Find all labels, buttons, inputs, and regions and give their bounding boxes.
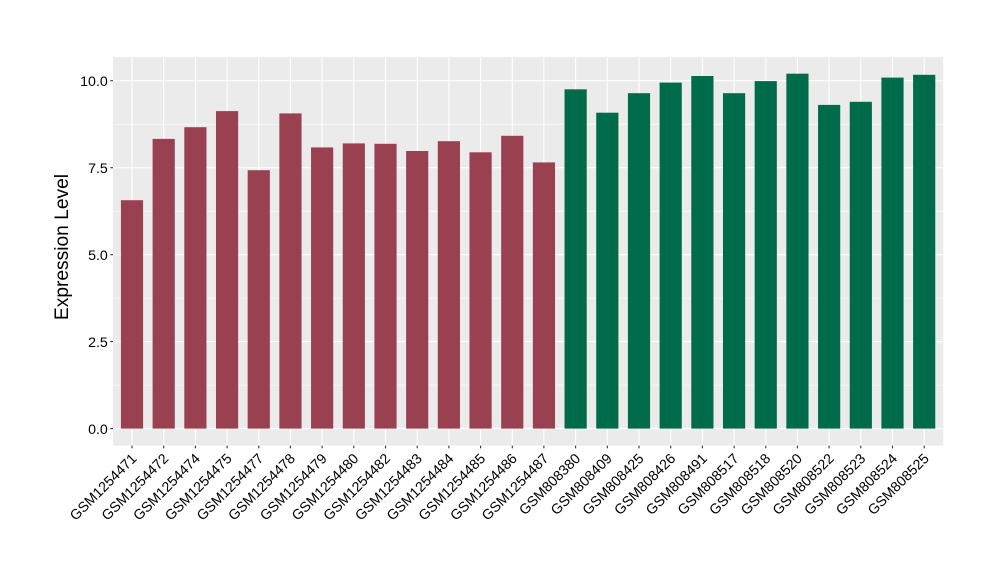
svg-text:0.0: 0.0	[88, 422, 108, 438]
svg-text:Expression Level: Expression Level	[52, 174, 73, 320]
svg-text:2.5: 2.5	[88, 335, 108, 351]
svg-text:10.0: 10.0	[80, 74, 108, 90]
svg-text:5.0: 5.0	[88, 248, 108, 264]
svg-text:7.5: 7.5	[88, 161, 108, 177]
